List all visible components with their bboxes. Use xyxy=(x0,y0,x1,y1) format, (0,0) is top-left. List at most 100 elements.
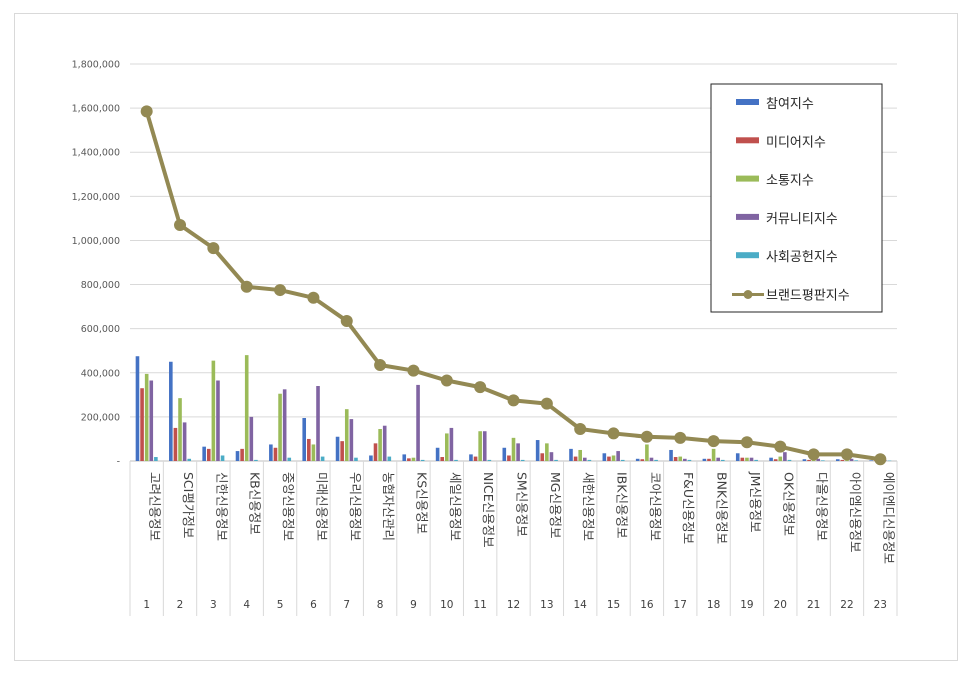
bar-2-2 xyxy=(173,427,178,461)
bar-2-21 xyxy=(807,459,811,461)
legend-label-1: 참여지수 xyxy=(766,97,814,112)
bar-1-12 xyxy=(502,447,507,461)
category-label-14: 새한신용정보 xyxy=(581,472,596,541)
bar-4-16 xyxy=(649,457,654,461)
rank-label-7: 7 xyxy=(343,599,350,611)
legend-swatch-2 xyxy=(736,137,759,144)
legend-swatch-4 xyxy=(736,213,759,220)
y-tick-label: 800,000 xyxy=(81,280,120,291)
category-label-19: JM신용정보 xyxy=(748,471,763,532)
category-label-23: 에이엔디신용정보 xyxy=(881,472,896,564)
bar-3-13 xyxy=(545,443,549,461)
bar-1-23 xyxy=(869,460,873,461)
brand-score-point-5 xyxy=(274,284,287,297)
bar-4-21 xyxy=(816,458,821,461)
legend-label-2: 미디어지수 xyxy=(766,135,826,150)
y-tick-label: - xyxy=(117,457,120,468)
legend-swatch-1 xyxy=(736,99,759,105)
rank-label-5: 5 xyxy=(277,599,284,611)
bar-3-20 xyxy=(778,456,783,461)
brand-score-point-12 xyxy=(507,394,520,407)
legend-label-5: 사회공헌지수 xyxy=(766,250,838,265)
bars xyxy=(135,355,892,462)
brand-score-point-13 xyxy=(540,397,553,410)
rank-label-13: 13 xyxy=(540,599,553,611)
rank-label-6: 6 xyxy=(310,599,317,611)
brand-score-point-20 xyxy=(774,440,787,453)
brand-score-point-10 xyxy=(440,374,453,387)
bar-5-20 xyxy=(787,459,792,461)
bar-4-7 xyxy=(349,419,354,461)
bar-4-6 xyxy=(316,386,320,461)
brand-score-point-19 xyxy=(740,436,753,449)
bar-3-7 xyxy=(344,409,349,461)
category-label-7: 우리신용정보 xyxy=(348,472,363,541)
bar-2-6 xyxy=(307,438,311,461)
bar-5-22 xyxy=(854,460,858,461)
category-label-15: IBK신용정보 xyxy=(615,472,630,538)
y-tick-label: 200,000 xyxy=(81,412,120,423)
legend-label-3: 소통지수 xyxy=(766,174,814,189)
x-axis-labels: 고려신용정보 1 SCI평가정보 2 신한신용정보 3 KB신용정보 4 중앙신용정보 5 미래신용… xyxy=(129,461,898,616)
brand-score-point-3 xyxy=(207,242,220,255)
category-label-18: BNK신용정보 xyxy=(715,472,730,544)
brand-score-point-22 xyxy=(840,448,853,461)
bar-3-12 xyxy=(511,437,516,461)
bar-4-17 xyxy=(683,458,687,461)
category-label-1: 고려신용정보 xyxy=(148,472,163,541)
category-label-5: 중앙신용정보 xyxy=(281,472,296,541)
bar-2-16 xyxy=(640,459,645,461)
y-tick-label: 1,400,000 xyxy=(72,148,120,159)
bar-2-5 xyxy=(273,447,278,461)
brand-score-point-21 xyxy=(807,448,820,461)
bar-1-3 xyxy=(202,446,206,461)
bar-3-6 xyxy=(311,444,316,461)
bar-5-14 xyxy=(587,459,592,461)
category-label-10: 세일신용정보 xyxy=(448,472,463,541)
bar-3-14 xyxy=(578,449,582,461)
bar-2-13 xyxy=(540,453,545,461)
bar-4-22 xyxy=(849,458,854,461)
y-tick-label: 1,200,000 xyxy=(72,192,120,203)
y-tick-label: 600,000 xyxy=(81,324,120,335)
rank-label-15: 15 xyxy=(607,599,620,611)
bar-1-20 xyxy=(769,457,773,461)
bar-1-18 xyxy=(702,458,707,461)
bar-2-4 xyxy=(240,448,244,461)
bar-1-9 xyxy=(402,454,407,461)
bar-3-5 xyxy=(278,393,282,461)
y-tick-label: 1,600,000 xyxy=(72,104,120,115)
brand-score-line xyxy=(140,105,887,466)
bar-5-18 xyxy=(720,459,725,461)
bar-5-4 xyxy=(254,459,258,461)
category-label-6: 미래신용정보 xyxy=(314,472,329,541)
bar-1-19 xyxy=(735,453,740,461)
y-tick-label: 1,000,000 xyxy=(72,236,120,247)
category-label-9: KS신용정보 xyxy=(414,472,429,534)
bar-3-18 xyxy=(711,448,716,461)
legend-swatch-3 xyxy=(736,175,759,182)
bar-5-5 xyxy=(287,457,292,461)
bar-5-11 xyxy=(487,459,492,461)
category-label-20: OK신용정보 xyxy=(781,472,796,536)
brand-score-point-4 xyxy=(240,280,253,293)
bar-3-3 xyxy=(211,360,216,461)
category-label-12: SM신용정보 xyxy=(515,472,530,537)
bar-4-1 xyxy=(149,380,154,461)
category-label-21: 다올신용정보 xyxy=(815,472,830,541)
brand-score-point-9 xyxy=(407,364,420,377)
legend-swatch-5 xyxy=(736,252,759,259)
bar-4-2 xyxy=(182,422,187,461)
bar-3-4 xyxy=(244,355,249,461)
brand-score-point-2 xyxy=(174,219,187,232)
brand-score-point-7 xyxy=(340,314,353,327)
bar-4-11 xyxy=(482,431,487,461)
bar-1-11 xyxy=(469,454,473,461)
bar-3-15 xyxy=(611,455,616,461)
rank-label-8: 8 xyxy=(377,599,384,611)
bar-2-18 xyxy=(707,458,711,461)
rank-label-12: 12 xyxy=(507,599,520,611)
bar-1-1 xyxy=(135,356,140,461)
